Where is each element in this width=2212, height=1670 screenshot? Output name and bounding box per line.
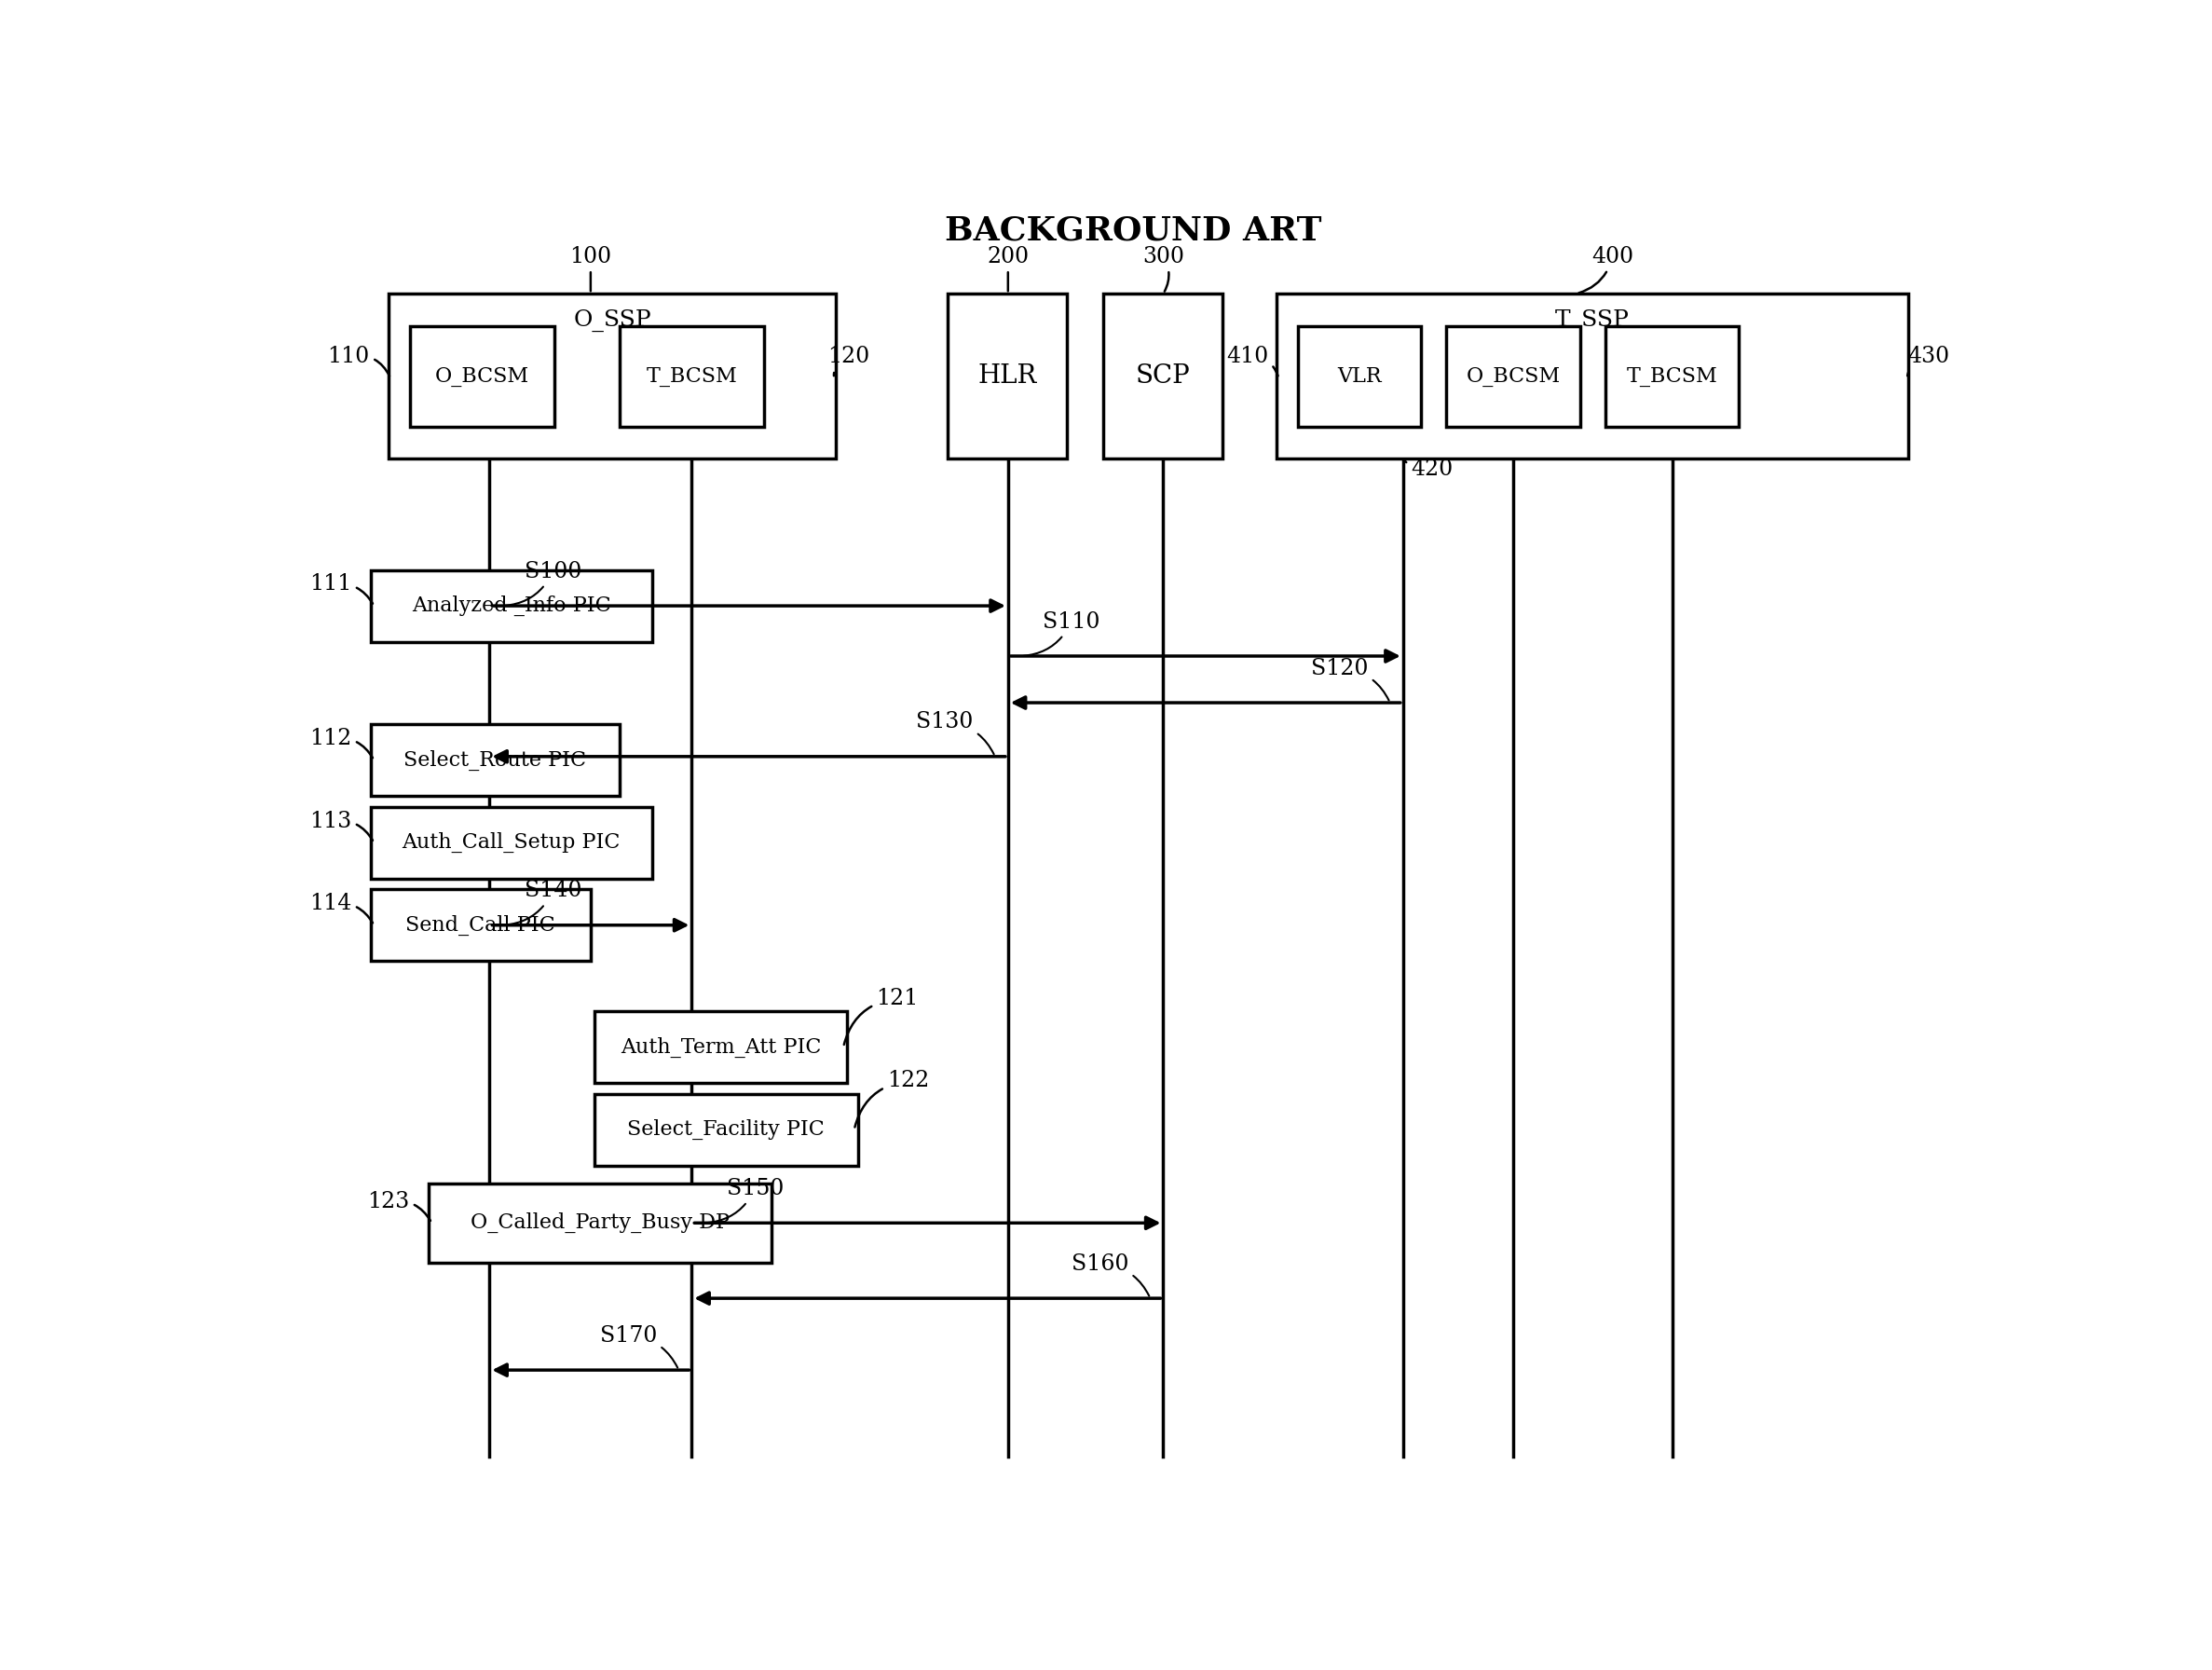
Bar <box>369 807 653 878</box>
Text: 114: 114 <box>310 893 372 924</box>
Text: Select_Route PIC: Select_Route PIC <box>403 750 586 770</box>
Bar <box>949 294 1066 459</box>
Text: 120: 120 <box>827 346 869 376</box>
Text: S130: S130 <box>916 711 993 755</box>
Text: 121: 121 <box>845 987 918 1045</box>
Text: S150: S150 <box>708 1177 783 1222</box>
Text: O_Called_Party_Busy DP: O_Called_Party_Busy DP <box>471 1212 730 1232</box>
Bar <box>389 294 836 459</box>
Text: 113: 113 <box>310 810 372 840</box>
Bar <box>369 725 619 797</box>
Text: 420: 420 <box>1405 459 1453 481</box>
Text: 112: 112 <box>310 728 372 758</box>
Text: 111: 111 <box>310 573 372 603</box>
Text: 300: 300 <box>1141 245 1183 292</box>
Text: 410: 410 <box>1228 346 1279 376</box>
Bar <box>1104 294 1223 459</box>
Bar <box>1447 326 1579 426</box>
Text: O_BCSM: O_BCSM <box>436 366 529 386</box>
Bar <box>1606 326 1739 426</box>
Text: VLR: VLR <box>1338 366 1382 386</box>
Bar <box>619 326 763 426</box>
Text: S140: S140 <box>504 880 582 925</box>
Bar <box>595 1094 858 1166</box>
Text: T_SSP: T_SSP <box>1555 309 1630 332</box>
Text: O_BCSM: O_BCSM <box>1467 366 1559 386</box>
Text: S170: S170 <box>599 1324 677 1368</box>
Bar <box>1276 294 1909 459</box>
Text: S160: S160 <box>1071 1252 1150 1296</box>
Text: Select_Facility PIC: Select_Facility PIC <box>628 1119 825 1141</box>
Text: O_SSP: O_SSP <box>573 309 650 332</box>
Bar <box>409 326 555 426</box>
Text: 430: 430 <box>1907 346 1949 376</box>
Bar <box>595 1012 847 1084</box>
Bar <box>369 569 653 641</box>
Text: Send_Call PIC: Send_Call PIC <box>405 915 555 935</box>
Text: SCP: SCP <box>1135 364 1190 389</box>
Text: HLR: HLR <box>978 364 1037 389</box>
Text: 110: 110 <box>327 346 389 376</box>
Text: BACKGROUND ART: BACKGROUND ART <box>945 215 1323 247</box>
Bar <box>429 1184 772 1263</box>
Text: 400: 400 <box>1579 245 1632 292</box>
Text: Auth_Call_Setup PIC: Auth_Call_Setup PIC <box>403 832 619 853</box>
Text: 123: 123 <box>367 1191 431 1221</box>
Text: Analyzed _Info PIC: Analyzed _Info PIC <box>411 596 611 616</box>
Bar <box>1298 326 1420 426</box>
Text: S100: S100 <box>504 561 582 606</box>
Text: T_BCSM: T_BCSM <box>1626 366 1717 386</box>
Text: 100: 100 <box>571 245 613 291</box>
Bar <box>369 888 591 960</box>
Text: 122: 122 <box>854 1070 929 1127</box>
Text: T_BCSM: T_BCSM <box>646 366 737 386</box>
Text: 200: 200 <box>987 245 1029 291</box>
Text: S110: S110 <box>1024 611 1099 656</box>
Text: S120: S120 <box>1312 658 1389 700</box>
Text: Auth_Term_Att PIC: Auth_Term_Att PIC <box>619 1037 821 1057</box>
